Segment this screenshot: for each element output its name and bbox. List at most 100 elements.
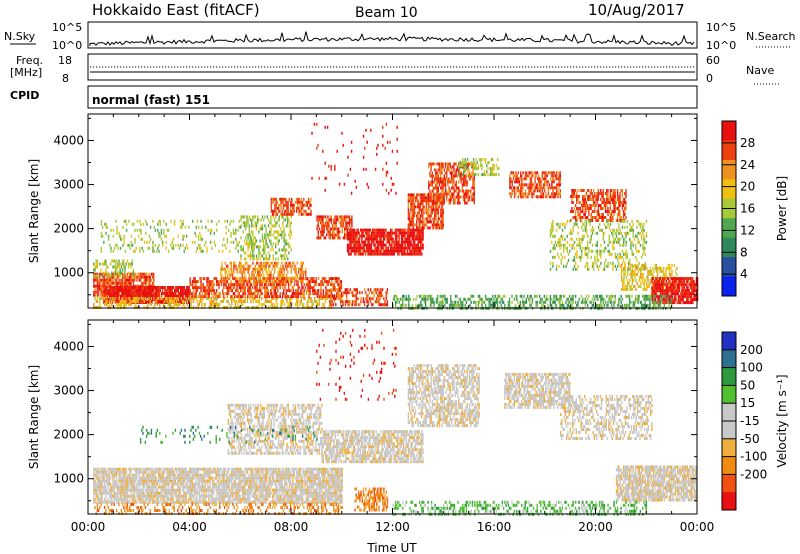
range-cell: [538, 189, 540, 193]
range-cell: [399, 228, 401, 232]
range-cell: [436, 201, 438, 205]
range-cell: [203, 286, 206, 290]
range-cell: [266, 242, 268, 246]
range-cell: [254, 221, 256, 225]
range-cell: [147, 295, 149, 298]
range-cell: [336, 215, 339, 219]
range-cell: [227, 277, 230, 281]
range-cell: [117, 286, 119, 289]
range-cell: [621, 225, 624, 229]
range-cell: [582, 204, 584, 207]
range-cell: [321, 297, 323, 300]
range-cell: [177, 301, 179, 304]
range-cell: [385, 243, 387, 247]
range-cell: [252, 276, 254, 280]
range-cell: [467, 198, 469, 202]
power-region: [346, 228, 424, 256]
range-cell: [116, 301, 118, 304]
range-cell: [559, 174, 561, 178]
range-cell: [270, 209, 273, 213]
range-cell: [154, 289, 157, 292]
range-cell: [382, 252, 385, 256]
range-cell: [102, 281, 105, 285]
power-region: [93, 259, 135, 278]
range-cell: [94, 278, 96, 282]
range-cell: [265, 236, 267, 240]
range-cell: [121, 268, 124, 272]
range-cell: [412, 193, 414, 197]
range-cell: [412, 234, 415, 238]
range-cell: [207, 292, 209, 296]
range-cell: [571, 231, 573, 235]
range-cell: [311, 277, 314, 281]
range-cell: [437, 208, 440, 212]
range-cell: [345, 300, 348, 304]
range-cell: [410, 243, 412, 247]
range-cell: [409, 249, 411, 253]
range-cell: [232, 297, 234, 300]
range-cell: [379, 240, 381, 244]
range-cell: [96, 274, 99, 278]
range-cell: [224, 270, 227, 274]
range-cell: [447, 177, 449, 181]
range-cell: [129, 272, 131, 276]
range-cell: [247, 292, 249, 296]
range-cell: [263, 257, 265, 261]
range-cell: [293, 267, 295, 271]
range-cell: [242, 292, 244, 296]
range-cell: [441, 205, 443, 209]
range-cell: [453, 189, 455, 193]
range-cell: [387, 246, 389, 250]
range-cell: [246, 261, 248, 265]
range-cell: [290, 295, 292, 299]
range-cell: [257, 292, 260, 296]
range-cell: [532, 192, 534, 196]
range-cell: [322, 283, 325, 287]
range-cell: [492, 167, 494, 171]
range-cell: [452, 180, 454, 184]
range-cell: [250, 292, 253, 296]
range-cell: [460, 164, 463, 168]
range-cell: [292, 206, 294, 210]
range-cell: [273, 286, 275, 290]
range-cell: [540, 183, 542, 187]
range-cell: [435, 205, 437, 209]
range-cell: [377, 300, 379, 304]
range-cell: [484, 161, 487, 165]
range-cell: [378, 294, 380, 298]
range-cell: [281, 236, 283, 240]
range-cell: [278, 267, 281, 271]
range-cell: [302, 276, 305, 280]
range-cell: [435, 208, 437, 212]
range-cell: [557, 195, 559, 199]
range-cell: [255, 227, 258, 231]
range-cell: [184, 292, 187, 295]
range-cell: [155, 300, 157, 303]
range-cell: [111, 300, 113, 303]
range-cell: [530, 180, 533, 184]
range-cell: [291, 286, 293, 290]
range-cell: [111, 289, 113, 292]
range-cell: [252, 248, 254, 252]
range-cell: [582, 210, 584, 213]
range-cell: [292, 286, 295, 290]
range-cell: [141, 284, 143, 288]
range-cell: [139, 286, 141, 289]
range-cell: [570, 231, 572, 235]
range-cell: [261, 227, 264, 231]
range-cell: [533, 189, 535, 193]
range-cell: [112, 292, 115, 295]
range-cell: [601, 201, 603, 204]
power-region: [428, 162, 475, 205]
range-cell: [417, 252, 419, 256]
range-cell: [316, 218, 318, 222]
range-cell: [612, 231, 614, 235]
range-cell: [458, 201, 460, 205]
range-cell: [234, 264, 236, 268]
range-cell: [594, 210, 596, 213]
range-cell: [378, 303, 380, 307]
range-cell: [295, 292, 297, 296]
range-cell: [379, 303, 381, 307]
range-cell: [429, 171, 431, 175]
range-cell: [252, 300, 255, 303]
